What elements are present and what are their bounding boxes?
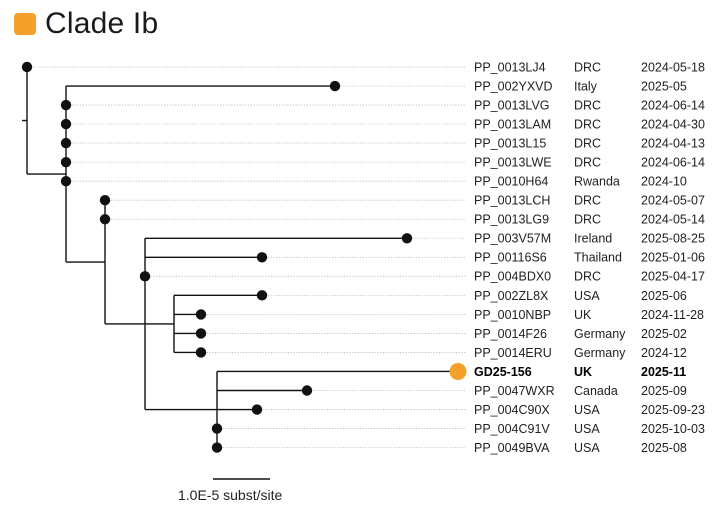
tip-id-label: PP_004C90X	[474, 403, 550, 417]
tip-country-label: DRC	[574, 194, 601, 208]
tip-country-label: Germany	[574, 327, 626, 341]
tip-country-label: DRC	[574, 270, 601, 284]
tip-id-label: PP_0013LG9	[474, 213, 549, 227]
tip-node	[60, 175, 72, 187]
tip-date-label: 2025-05	[641, 79, 687, 93]
title-text: Clade Ib	[45, 7, 159, 40]
tip-id-label: PP_0010H64	[474, 175, 548, 189]
tip-node	[211, 423, 223, 434]
tip-country-label: USA	[574, 441, 600, 455]
tip-id-label: PP_0013LWE	[474, 156, 552, 170]
tip-node	[251, 404, 263, 415]
tip-country-label: USA	[574, 289, 600, 303]
tip-country-label: USA	[574, 403, 600, 417]
tip-node	[21, 61, 33, 73]
tip-id-label: PP_0049BVA	[474, 441, 550, 455]
tip-date-label: 2024-11-28	[641, 308, 704, 322]
tip-country-label: Italy	[574, 79, 598, 93]
tip-country-label: Thailand	[574, 251, 622, 265]
tip-id-label: PP_0013L15	[474, 137, 546, 151]
tip-country-label: USA	[574, 422, 600, 436]
tip-node	[195, 347, 207, 358]
tip-node	[99, 214, 111, 225]
highlighted-tip-node	[449, 362, 467, 380]
tip-node	[211, 442, 223, 453]
tip-date-label: 2024-06-14	[641, 156, 705, 170]
tip-country-label: DRC	[574, 98, 601, 112]
tip-date-label: 2024-05-14	[641, 213, 705, 227]
tip-date-label: 2024-10	[641, 175, 687, 189]
tip-id-label: PP_0013LAM	[474, 117, 551, 131]
scale-bar: 1.0E-5 subst/site	[178, 478, 282, 503]
tip-country-label: Germany	[574, 346, 626, 360]
tip-node	[329, 80, 341, 92]
tip-country-label: DRC	[574, 137, 601, 151]
tip-date-label: 2025-09-23	[641, 403, 705, 417]
tip-date-label: 2025-06	[641, 289, 687, 303]
tip-date-label: 2024-05-18	[641, 60, 705, 74]
tip-labels: PP_0013LJ4 DRC 2024-05-18 PP_002YXVD Italy 20…	[474, 60, 705, 455]
tip-id-label: PP_004BDX0	[474, 270, 551, 284]
tip-id-label: PP_0014F26	[474, 327, 547, 341]
branches	[22, 67, 458, 448]
clade-color-swatch	[14, 13, 36, 35]
tip-country-label: Rwanda	[574, 175, 620, 189]
nodes	[21, 61, 467, 453]
tip-id-label: PP_0013LVG	[474, 98, 550, 112]
tip-node	[99, 195, 111, 206]
tip-node	[60, 118, 72, 130]
tip-node	[195, 328, 207, 339]
tip-id-label: PP_0014ERU	[474, 346, 552, 360]
tip-date-label: 2024-05-07	[641, 194, 705, 208]
tip-country-label: Canada	[574, 384, 618, 398]
tip-date-label: 2025-04-17	[641, 270, 705, 284]
tip-date-label: 2025-08-25	[641, 232, 705, 246]
tip-date-label: 2025-02	[641, 327, 687, 341]
tip-node	[60, 137, 72, 149]
tip-node	[60, 99, 72, 111]
tip-node	[139, 271, 151, 282]
tip-node	[256, 252, 268, 263]
tip-country-label: DRC	[574, 156, 601, 170]
tip-date-label: 2024-04-30	[641, 117, 705, 131]
tip-node	[60, 156, 72, 168]
tip-id-label: PP_0013LCH	[474, 194, 550, 208]
tip-id-label: PP_002ZL8X	[474, 289, 549, 303]
tip-node	[301, 385, 313, 396]
tip-date-label: 2025-11	[641, 365, 686, 379]
tip-date-label: 2025-09	[641, 384, 687, 398]
tip-country-label: UK	[574, 365, 592, 379]
tip-date-label: 2025-01-06	[641, 251, 705, 265]
tip-id-label: PP_002YXVD	[474, 79, 553, 93]
tip-date-label: 2024-12	[641, 346, 687, 360]
tip-country-label: Ireland	[574, 232, 612, 246]
tip-node	[256, 290, 268, 301]
tip-date-label: 2024-06-14	[641, 98, 705, 112]
tip-country-label: UK	[574, 308, 592, 322]
tip-id-label: PP_0047WXR	[474, 384, 555, 398]
tip-date-label: 2025-10-03	[641, 422, 705, 436]
figure-title: Clade Ib	[14, 4, 158, 44]
tip-date-label: 2024-04-13	[641, 137, 705, 151]
tip-node	[401, 233, 413, 244]
tip-id-label: GD25-156	[474, 365, 532, 379]
tip-country-label: DRC	[574, 117, 601, 131]
tip-id-label: PP_00116S6	[474, 251, 547, 265]
tip-id-label: PP_003V57M	[474, 232, 551, 246]
tip-id-label: PP_0010NBP	[474, 308, 551, 322]
scale-bar-label: 1.0E-5 subst/site	[178, 487, 282, 503]
tip-id-label: PP_0013LJ4	[474, 60, 546, 74]
tip-country-label: DRC	[574, 213, 601, 227]
tip-node	[195, 309, 207, 320]
tip-country-label: DRC	[574, 60, 601, 74]
tip-date-label: 2025-08	[641, 441, 687, 455]
tip-id-label: PP_004C91V	[474, 422, 550, 436]
